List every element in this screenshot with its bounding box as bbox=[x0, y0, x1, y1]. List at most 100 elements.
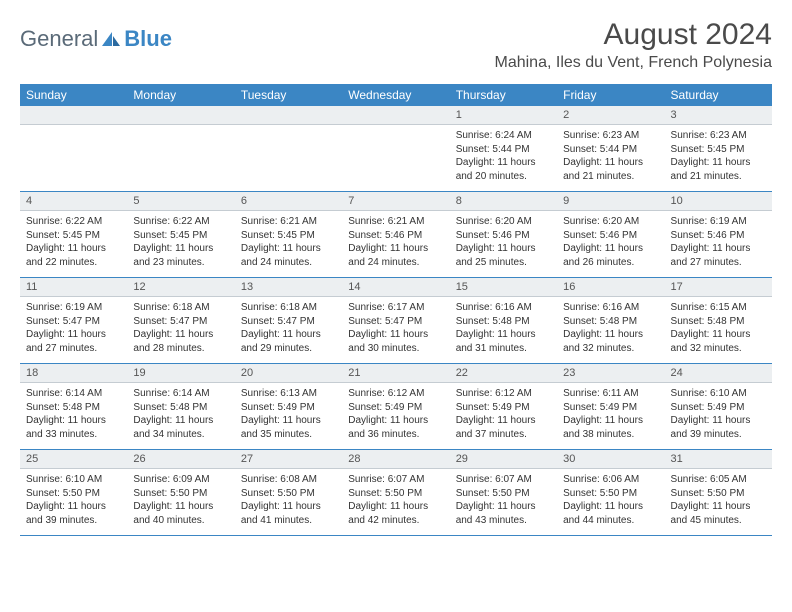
day-detail-line: Daylight: 11 hours bbox=[348, 500, 443, 514]
day-number: 12 bbox=[127, 278, 234, 297]
day-detail-line: Sunset: 5:49 PM bbox=[563, 401, 658, 415]
day-detail-line: and 21 minutes. bbox=[671, 170, 766, 184]
day-detail-line: Sunset: 5:45 PM bbox=[241, 229, 336, 243]
day-detail-line: Sunrise: 6:09 AM bbox=[133, 473, 228, 487]
day-detail-line: Sunrise: 6:17 AM bbox=[348, 301, 443, 315]
week-content-row: Sunrise: 6:10 AMSunset: 5:50 PMDaylight:… bbox=[20, 469, 772, 536]
day-detail-line: and 37 minutes. bbox=[456, 428, 551, 442]
day-detail-line: Sunrise: 6:18 AM bbox=[241, 301, 336, 315]
day-detail-line: Daylight: 11 hours bbox=[456, 156, 551, 170]
day-cell: Sunrise: 6:24 AMSunset: 5:44 PMDaylight:… bbox=[450, 125, 557, 192]
day-detail-line: and 27 minutes. bbox=[26, 342, 121, 356]
calendar-table: SundayMondayTuesdayWednesdayThursdayFrid… bbox=[20, 84, 772, 536]
day-detail-line: Sunset: 5:50 PM bbox=[348, 487, 443, 501]
day-detail-line: Daylight: 11 hours bbox=[563, 500, 658, 514]
week-content-row: Sunrise: 6:22 AMSunset: 5:45 PMDaylight:… bbox=[20, 211, 772, 278]
day-detail-line: Sunrise: 6:23 AM bbox=[671, 129, 766, 143]
week-daynum-row: 11121314151617 bbox=[20, 278, 772, 297]
day-detail-line: Sunset: 5:45 PM bbox=[133, 229, 228, 243]
day-cell: Sunrise: 6:16 AMSunset: 5:48 PMDaylight:… bbox=[450, 297, 557, 364]
day-header: Sunday bbox=[20, 84, 127, 106]
day-detail-line: Daylight: 11 hours bbox=[133, 414, 228, 428]
day-number: 13 bbox=[235, 278, 342, 297]
day-detail-line: Sunset: 5:44 PM bbox=[563, 143, 658, 157]
day-detail-line: Sunset: 5:47 PM bbox=[241, 315, 336, 329]
day-detail-line: and 22 minutes. bbox=[26, 256, 121, 270]
day-detail-line: Sunrise: 6:22 AM bbox=[26, 215, 121, 229]
day-detail-line: and 38 minutes. bbox=[563, 428, 658, 442]
day-number bbox=[127, 106, 234, 125]
day-number bbox=[20, 106, 127, 125]
day-detail-line: Sunrise: 6:21 AM bbox=[241, 215, 336, 229]
day-detail-line: Sunrise: 6:05 AM bbox=[671, 473, 766, 487]
day-detail-line: and 24 minutes. bbox=[241, 256, 336, 270]
day-cell bbox=[342, 125, 449, 192]
week-content-row: Sunrise: 6:14 AMSunset: 5:48 PMDaylight:… bbox=[20, 383, 772, 450]
day-cell: Sunrise: 6:10 AMSunset: 5:50 PMDaylight:… bbox=[20, 469, 127, 536]
day-cell: Sunrise: 6:20 AMSunset: 5:46 PMDaylight:… bbox=[557, 211, 664, 278]
day-cell: Sunrise: 6:07 AMSunset: 5:50 PMDaylight:… bbox=[450, 469, 557, 536]
day-detail-line: Daylight: 11 hours bbox=[241, 414, 336, 428]
day-cell: Sunrise: 6:10 AMSunset: 5:49 PMDaylight:… bbox=[665, 383, 772, 450]
day-detail-line: Sunrise: 6:07 AM bbox=[348, 473, 443, 487]
day-cell bbox=[127, 125, 234, 192]
day-detail-line: Sunset: 5:48 PM bbox=[133, 401, 228, 415]
week-daynum-row: 123 bbox=[20, 106, 772, 125]
day-detail-line: Daylight: 11 hours bbox=[563, 156, 658, 170]
day-detail-line: Sunrise: 6:14 AM bbox=[26, 387, 121, 401]
day-detail-line: and 39 minutes. bbox=[671, 428, 766, 442]
day-number: 2 bbox=[557, 106, 664, 125]
day-detail-line: Sunset: 5:47 PM bbox=[133, 315, 228, 329]
day-detail-line: Daylight: 11 hours bbox=[671, 242, 766, 256]
day-number: 18 bbox=[20, 364, 127, 383]
day-detail-line: and 32 minutes. bbox=[563, 342, 658, 356]
day-detail-line: and 28 minutes. bbox=[133, 342, 228, 356]
day-cell: Sunrise: 6:07 AMSunset: 5:50 PMDaylight:… bbox=[342, 469, 449, 536]
day-number: 15 bbox=[450, 278, 557, 297]
day-cell: Sunrise: 6:14 AMSunset: 5:48 PMDaylight:… bbox=[20, 383, 127, 450]
day-cell: Sunrise: 6:18 AMSunset: 5:47 PMDaylight:… bbox=[127, 297, 234, 364]
day-header: Wednesday bbox=[342, 84, 449, 106]
day-number: 28 bbox=[342, 450, 449, 469]
day-detail-line: Daylight: 11 hours bbox=[26, 500, 121, 514]
day-number: 30 bbox=[557, 450, 664, 469]
day-detail-line: Sunset: 5:46 PM bbox=[671, 229, 766, 243]
header-bar: General Blue August 2024 Mahina, Iles du… bbox=[20, 18, 772, 72]
day-detail-line: and 34 minutes. bbox=[133, 428, 228, 442]
day-detail-line: Sunrise: 6:20 AM bbox=[456, 215, 551, 229]
day-detail-line: Daylight: 11 hours bbox=[241, 242, 336, 256]
day-cell: Sunrise: 6:11 AMSunset: 5:49 PMDaylight:… bbox=[557, 383, 664, 450]
logo: General Blue bbox=[20, 18, 172, 52]
day-cell: Sunrise: 6:13 AMSunset: 5:49 PMDaylight:… bbox=[235, 383, 342, 450]
day-cell: Sunrise: 6:17 AMSunset: 5:47 PMDaylight:… bbox=[342, 297, 449, 364]
day-detail-line: Sunrise: 6:06 AM bbox=[563, 473, 658, 487]
day-detail-line: Sunset: 5:50 PM bbox=[26, 487, 121, 501]
day-cell: Sunrise: 6:15 AMSunset: 5:48 PMDaylight:… bbox=[665, 297, 772, 364]
calendar-header-row: SundayMondayTuesdayWednesdayThursdayFrid… bbox=[20, 84, 772, 106]
day-detail-line: Daylight: 11 hours bbox=[563, 242, 658, 256]
week-content-row: Sunrise: 6:24 AMSunset: 5:44 PMDaylight:… bbox=[20, 125, 772, 192]
logo-text-blue: Blue bbox=[124, 26, 172, 52]
day-cell: Sunrise: 6:05 AMSunset: 5:50 PMDaylight:… bbox=[665, 469, 772, 536]
day-detail-line: Daylight: 11 hours bbox=[348, 414, 443, 428]
day-cell: Sunrise: 6:22 AMSunset: 5:45 PMDaylight:… bbox=[127, 211, 234, 278]
day-number: 14 bbox=[342, 278, 449, 297]
day-detail-line: and 36 minutes. bbox=[348, 428, 443, 442]
day-detail-line: Daylight: 11 hours bbox=[671, 500, 766, 514]
day-header: Thursday bbox=[450, 84, 557, 106]
day-detail-line: Daylight: 11 hours bbox=[26, 328, 121, 342]
day-detail-line: Sunrise: 6:10 AM bbox=[26, 473, 121, 487]
day-detail-line: Sunset: 5:47 PM bbox=[26, 315, 121, 329]
day-detail-line: Sunrise: 6:10 AM bbox=[671, 387, 766, 401]
day-number: 24 bbox=[665, 364, 772, 383]
day-number: 21 bbox=[342, 364, 449, 383]
day-detail-line: Daylight: 11 hours bbox=[456, 414, 551, 428]
day-cell: Sunrise: 6:23 AMSunset: 5:45 PMDaylight:… bbox=[665, 125, 772, 192]
day-detail-line: Sunset: 5:49 PM bbox=[241, 401, 336, 415]
day-detail-line: Daylight: 11 hours bbox=[671, 414, 766, 428]
day-number: 11 bbox=[20, 278, 127, 297]
day-detail-line: and 40 minutes. bbox=[133, 514, 228, 528]
day-detail-line: Sunset: 5:48 PM bbox=[563, 315, 658, 329]
day-detail-line: and 41 minutes. bbox=[241, 514, 336, 528]
day-detail-line: Sunset: 5:45 PM bbox=[671, 143, 766, 157]
